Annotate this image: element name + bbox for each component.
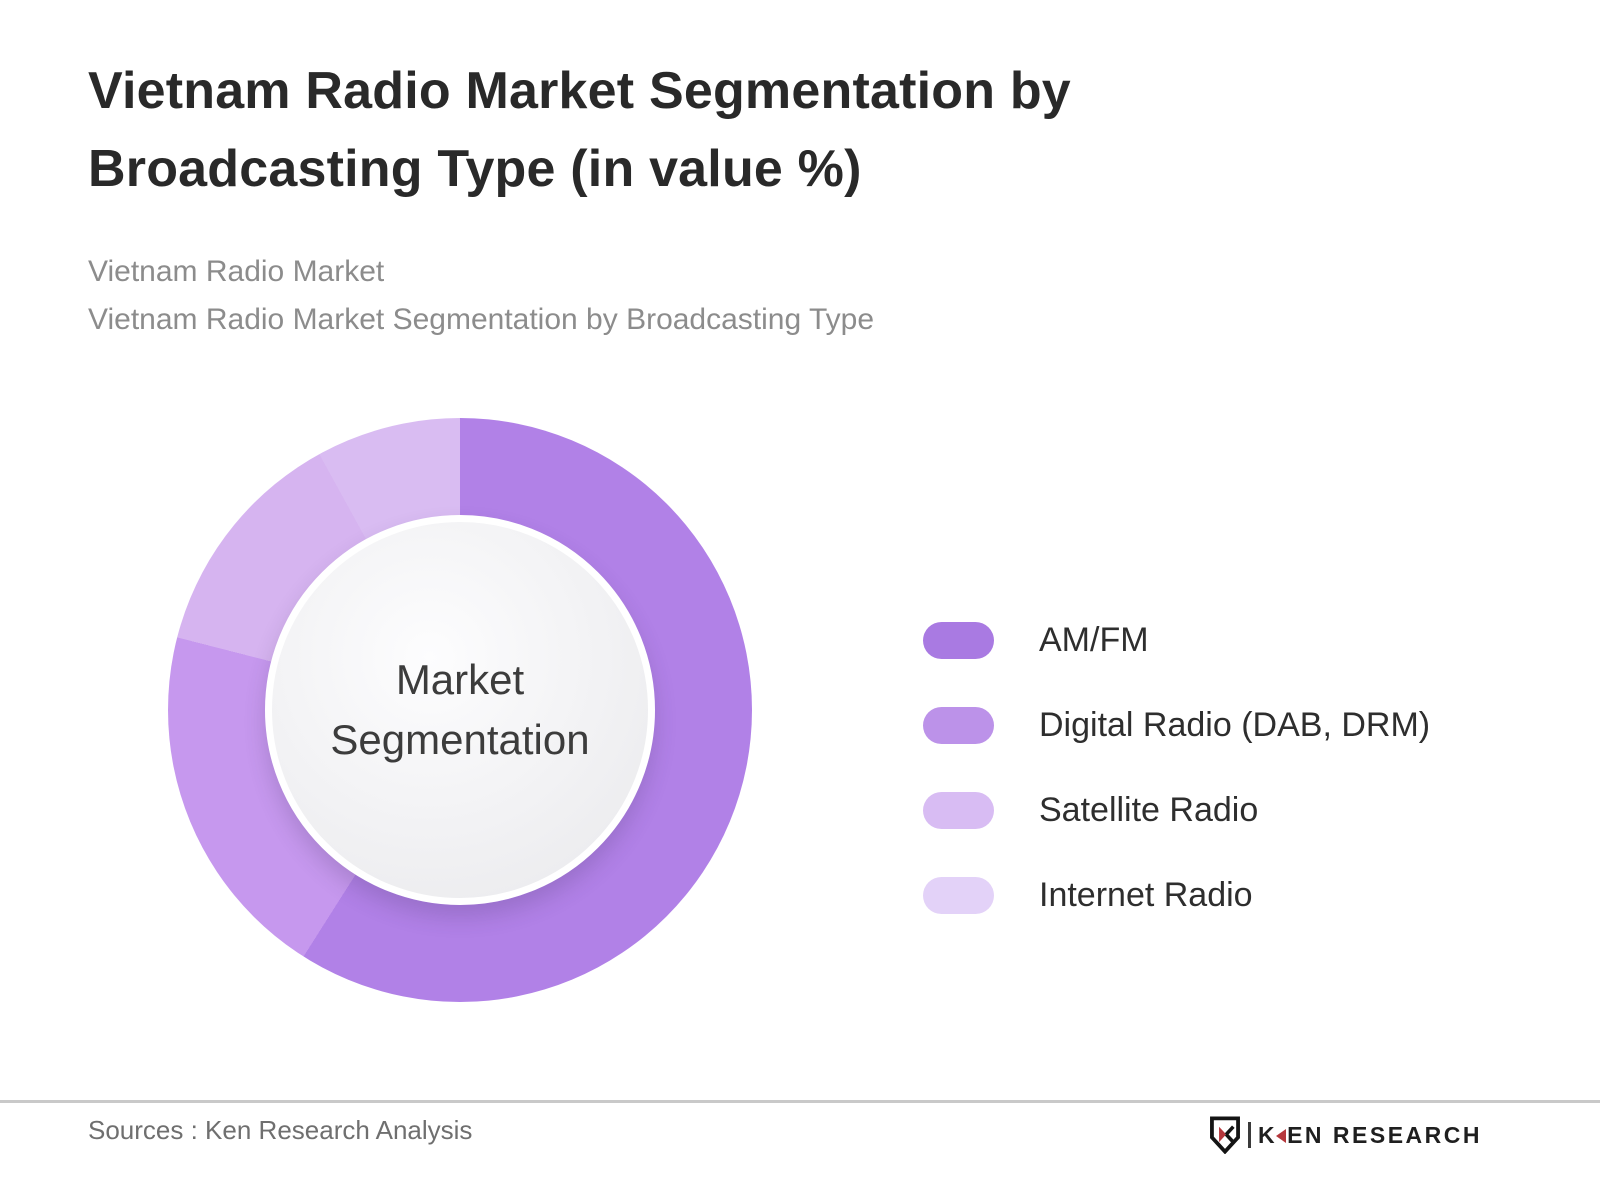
subtitle-line-2: Vietnam Radio Market Segmentation by Bro… [88, 303, 875, 336]
legend-label: Digital Radio (DAB, DRM) [1039, 706, 1431, 744]
donut-chart: Market Segmentation [168, 418, 752, 1002]
legend-row: Satellite Radio [923, 791, 1430, 829]
logo-separator [1247, 1122, 1251, 1148]
subtitle: Vietnam Radio Market Vietnam Radio Marke… [88, 248, 1488, 344]
red-triangle-icon [1276, 1129, 1287, 1143]
legend-swatch [923, 792, 994, 829]
legend-label: Satellite Radio [1039, 791, 1259, 829]
logo-wordmark: K EN RESEARCH [1258, 1122, 1482, 1149]
legend-swatch [923, 877, 994, 914]
logo-letter-k: K [1257, 1121, 1278, 1148]
legend-row: Digital Radio (DAB, DRM) [923, 706, 1431, 744]
legend-swatch [923, 622, 994, 659]
subtitle-line-1: Vietnam Radio Market [88, 255, 385, 288]
page-title: Vietnam Radio Market Segmentation by Bro… [88, 62, 1071, 198]
legend-swatch [923, 707, 994, 744]
legend-label: AM/FM [1039, 621, 1149, 659]
source-note: Sources : Ken Research Analysis [88, 1115, 473, 1145]
legend: AM/FM Digital Radio (DAB, DRM) Satellite R… [923, 621, 1431, 962]
shield-k-icon [1209, 1116, 1240, 1154]
legend-row: AM/FM [923, 621, 1430, 659]
donut-center-label: Market Segmentation [330, 656, 590, 763]
legend-row: Internet Radio [923, 876, 1430, 914]
legend-label: Internet Radio [1039, 876, 1253, 914]
footer-divider [0, 1100, 1600, 1103]
logo-rest: EN RESEARCH [1287, 1121, 1482, 1148]
ken-research-logo: K EN RESEARCH [1208, 1116, 1482, 1154]
donut-center: Market Segmentation [265, 515, 655, 905]
